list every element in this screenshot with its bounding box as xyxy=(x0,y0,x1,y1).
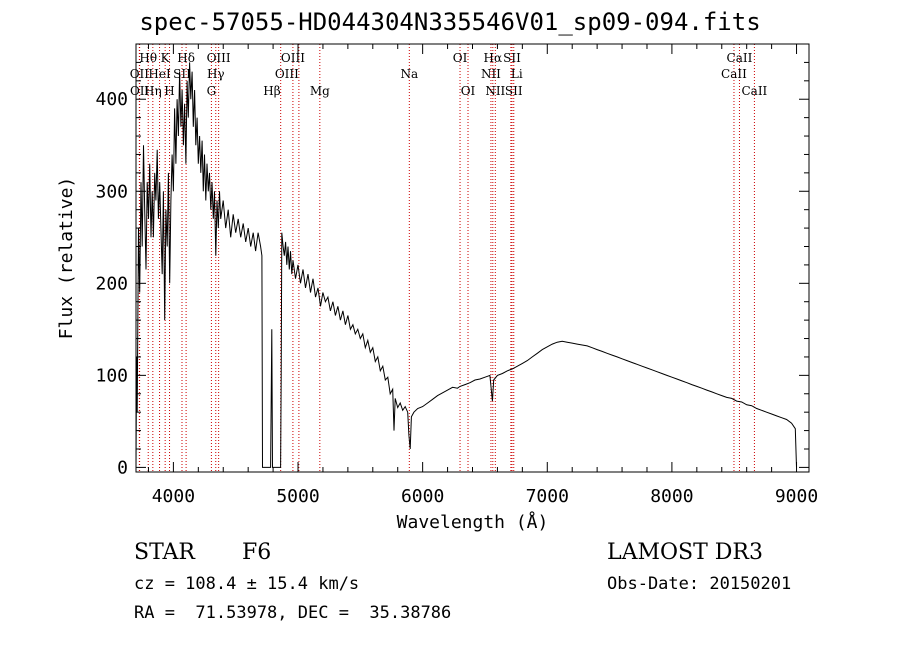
line-label-27: CaII xyxy=(741,84,767,98)
line-label-25: CaII xyxy=(727,51,753,65)
line-label-15: Mg xyxy=(310,84,330,98)
line-label-16: Na xyxy=(400,67,418,81)
redshift-cz: cz = 108.4 ± 15.4 km/s xyxy=(134,574,360,594)
line-label-19: Hα xyxy=(484,51,503,65)
line-label-5: Hη xyxy=(144,84,162,98)
line-label-20: SII xyxy=(503,51,521,65)
line-label-4: HeI xyxy=(148,67,171,81)
line-label-13: OIII xyxy=(275,67,299,81)
line-label-26: CaII xyxy=(721,67,747,81)
spectral-subclass: F6 xyxy=(242,540,272,565)
line-label-21: NII xyxy=(481,67,501,81)
obs-date: Obs-Date: 20150201 xyxy=(607,574,792,594)
y-tick-label-1: 100 xyxy=(95,365,128,386)
x-tick-label-0: 4000 xyxy=(152,486,195,507)
plot-frame xyxy=(135,43,810,473)
survey-name: LAMOST DR3 xyxy=(607,540,763,565)
y-tick-label-3: 300 xyxy=(95,181,128,202)
line-label-12: OIII xyxy=(281,51,305,65)
line-label-9: OIII xyxy=(207,51,231,65)
y-tick-label-4: 400 xyxy=(95,89,128,110)
line-label-3: K xyxy=(161,51,171,65)
x-axis-label: Wavelength (Å) xyxy=(397,511,549,533)
line-label-23: NII xyxy=(485,84,505,98)
line-label-6: Hδ xyxy=(177,51,195,65)
line-label-0: Hθ xyxy=(139,51,157,65)
y-tick-label-0: 0 xyxy=(117,457,128,478)
x-tick-label-3: 7000 xyxy=(526,486,569,507)
line-label-22: Li xyxy=(511,67,523,81)
line-label-11: G xyxy=(207,84,217,98)
x-tick-label-5: 9000 xyxy=(775,486,818,507)
line-label-14: Hβ xyxy=(263,84,280,98)
y-tick-label-2: 200 xyxy=(95,273,128,294)
axes: 4000 5000 6000 7000 8000 9000 0 100 200 300 400 xyxy=(95,44,818,507)
line-label-8: H xyxy=(164,84,174,98)
object-type: STAR xyxy=(134,540,195,565)
line-label-10: Hγ xyxy=(207,67,225,81)
x-tick-label-4: 8000 xyxy=(650,486,693,507)
line-label-1: OII xyxy=(130,67,150,81)
y-axis-label: Flux (relative) xyxy=(56,177,77,340)
ra-dec-coordinates: RA = 71.53978, DEC = 35.38786 xyxy=(134,603,452,623)
line-label-18: OI xyxy=(461,84,476,98)
line-markers xyxy=(138,44,755,472)
flux-series-line xyxy=(135,62,797,468)
x-tick-label-2: 6000 xyxy=(401,486,444,507)
line-label-2: OII xyxy=(130,84,150,98)
line-label-24: SII xyxy=(505,84,523,98)
chart-title: spec-57055-HD044304N335546V01_sp09-094.f… xyxy=(139,8,761,36)
line-labels: Hθ OII OII K HeI Hη Hδ SII H OIII Hγ G OIII OIII Hβ Mg N… xyxy=(130,51,768,98)
line-label-7: SII xyxy=(173,67,191,81)
line-label-17: OI xyxy=(453,51,468,65)
x-tick-label-1: 5000 xyxy=(276,486,319,507)
